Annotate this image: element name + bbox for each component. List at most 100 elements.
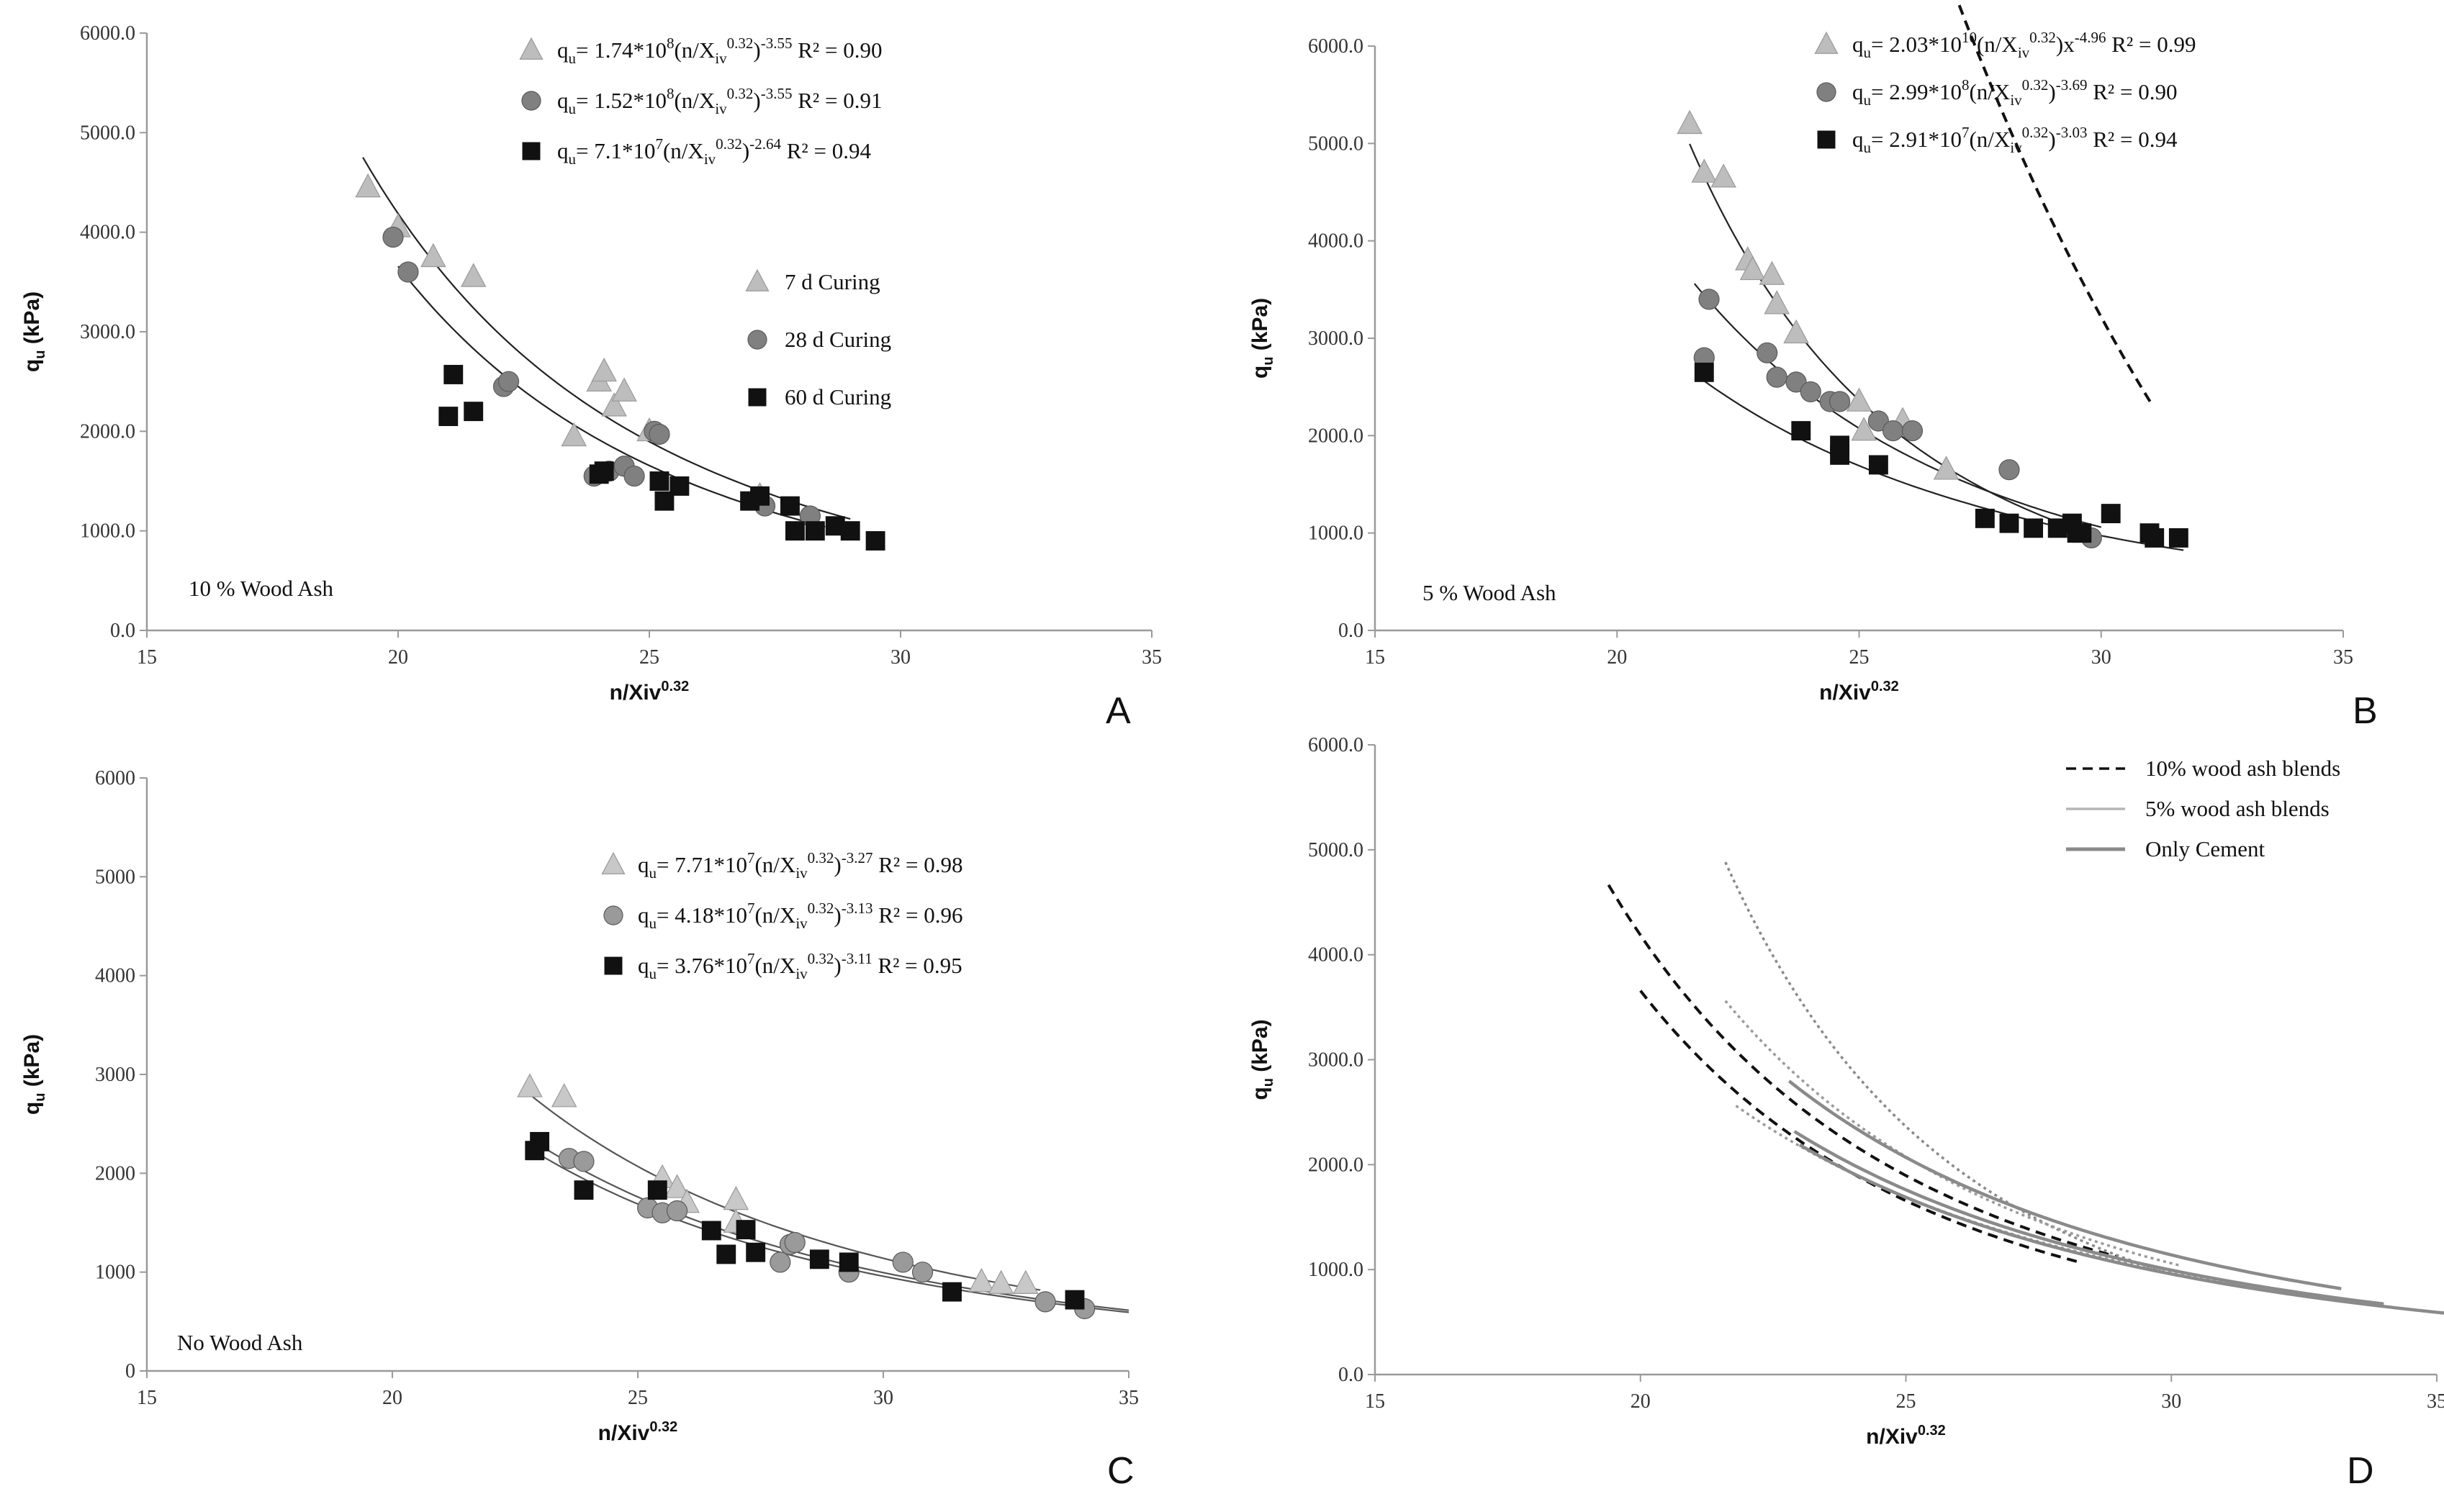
chart-c-point-circle [892,1251,914,1273]
chart-b-point-square [2024,518,2044,538]
chart-c-point-circle [770,1251,791,1273]
chart-b-y-tick-label: 1000.0 [1308,522,1363,545]
chart-d-y-tick-label: 6000.0 [1308,734,1363,756]
chart-c-point-triangle [968,1267,995,1293]
chart-b-point-circle [1698,289,1720,310]
chart-c-x-tick-label: 25 [628,1387,648,1409]
chart-b-point-circle [1867,410,1889,432]
chart-b-point-square [2101,504,2121,524]
chart-b-y-tick-label: 0.0 [1338,620,1363,642]
chart-c-point-triangle [1012,1269,1039,1294]
chart-d-x-tick-label: 15 [1365,1390,1385,1413]
chart-a-y-label: qu (kPa) [20,291,48,372]
chart-c-y-tick-label: 3000 [95,1064,135,1086]
chart-b-svg: 0.0 1000.0 2000.0 3000.0 4000.0 5000.0 6000.0 1… [1248,29,2353,705]
chart-a-y-tick-label: 0.0 [110,620,135,642]
chart-b-equation-2: qu= 2.91*107(n/Xiv0.32)-3.03 R² = 0.94 [1852,124,2178,156]
chart-b-note: 5 % Wood Ash [1422,580,1556,605]
chart-b-x-tick-label: 30 [2091,646,2111,669]
chart-b-point-square [2168,528,2188,548]
chart-b-x-tick-label: 25 [1849,646,1870,669]
chart-b-x-tick-label: 20 [1607,646,1627,669]
chart-b-point-triangle [1764,290,1790,314]
chart-b-point-square [2145,528,2165,548]
chart-c-point-square [809,1249,829,1269]
chart-a-svg: 0.0 1000.0 2000.0 3000.0 4000.0 5000.0 6000.0 1… [20,22,1162,705]
chart-b-point-square [1868,455,1888,475]
chart-a-point-square [669,476,690,496]
chart-b-point-square [1975,508,1995,528]
chart-panel-a: 0.0 1000.0 2000.0 3000.0 4000.0 5000.0 6000.0 1… [0,0,1222,756]
chart-d-curve-solid [1787,1079,2342,1290]
panel-letter-b: B [2353,690,2378,732]
chart-c-equation-marker-circle [603,905,623,925]
chart-c-point-square [942,1282,962,1302]
chart-a-point-square [840,521,860,541]
chart-c-point-square [530,1131,550,1151]
chart-c-point-square [574,1180,594,1200]
chart-c-y-tick-label: 2000 [95,1162,135,1185]
chart-a-equation-marker-square [522,142,541,160]
chart-c-y-tick-label: 6000 [95,767,135,789]
chart-a-note: 10 % Wood Ash [189,576,334,601]
chart-a-point-square [438,407,459,427]
chart-d-curve-solid [1793,1130,2384,1306]
chart-a-point-square [780,496,800,516]
chart-panel-c: 0 1000 2000 3000 4000 5000 6000 15 20 25 30 35 n/Xiv… [20,767,1139,1445]
chart-a-equation-2: qu= 7.1*107(n/Xiv0.32)-2.64 R² = 0.94 [557,135,871,168]
chart-b-point-circle [1901,420,1924,442]
chart-d-curve-dotted [1724,1000,2183,1267]
chart-b-point-circle [1785,371,1807,393]
chart-c-point-circle [911,1262,934,1283]
chart-c-y-tick-label: 1000 [95,1262,135,1284]
chart-c-equation-1: qu= 4.18*107(n/Xiv0.32)-3.13 R² = 0.96 [638,900,962,932]
chart-b-x-tick-label: 35 [2333,646,2353,669]
chart-b-point-square [1999,513,2019,533]
chart-a-point-square [443,365,464,384]
chart-b-y-tick-label: 2000.0 [1308,425,1363,447]
chart-d-y-tick-label: 0.0 [1338,1364,1363,1386]
chart-a-equation-marker-triangle [519,37,544,60]
chart-b-point-square [1694,362,1714,382]
chart-c-point-square [746,1242,766,1262]
chart-c-point-square [716,1244,736,1264]
chart-b-point-triangle [1691,158,1718,183]
chart-b-point-circle [1998,459,2020,481]
chart-d-x-tick-label: 35 [2427,1390,2444,1413]
chart-b-point-square [1791,421,1811,441]
chart-b-point-circle [1757,342,1778,363]
chart-panel-b: 0.0 1000.0 2000.0 3000.0 4000.0 5000.0 6000.0 1… [1248,29,2353,705]
chart-a-point-square [805,521,825,541]
chart-a-point-triangle [355,173,381,198]
chart-a-equation-marker-circle [521,91,541,111]
chart-a-point-square [785,521,805,541]
chart-a-point-square [594,461,614,481]
chart-d-x-tick-label: 30 [2161,1390,2181,1413]
chart-c-x-label: n/Xiv0.32 [598,1419,678,1445]
chart-a-point-circle [623,465,645,487]
chart-a-legend-marker-square [748,388,767,407]
chart-b-y-tick-label: 5000.0 [1308,132,1363,155]
chart-c-point-circle [784,1231,806,1254]
chart-a-point-square [750,486,770,506]
chart-d-x-label: n/Xiv0.32 [1866,1423,1946,1449]
chart-c-fit-line-2 [539,1154,1129,1313]
chart-c-x-tick-label: 30 [873,1387,893,1409]
chart-d-curve-dotted [1735,1105,2262,1290]
chart-b-equation-marker-circle [1816,82,1836,102]
chart-b-point-triangle [1851,417,1877,441]
chart-a-y-tick-label: 2000.0 [80,420,135,443]
chart-b-y-tick-label: 4000.0 [1308,230,1363,253]
chart-b-point-square [2072,523,2092,543]
chart-c-x-tick-label: 15 [137,1387,157,1409]
chart-a-y-tick-label: 5000.0 [80,122,135,144]
chart-b-equation-0: qu= 2.03*1010(n/Xiv0.32)x-4.96 R² = 0.99 [1852,29,2196,61]
chart-a-point-triangle [420,243,446,268]
chart-c-point-circle [666,1200,688,1222]
chart-b-point-triangle [1933,456,1960,480]
chart-a-point-triangle [460,263,487,287]
chart-a-point-square [865,531,885,551]
chart-b-y-label: qu (kPa) [1248,298,1276,379]
